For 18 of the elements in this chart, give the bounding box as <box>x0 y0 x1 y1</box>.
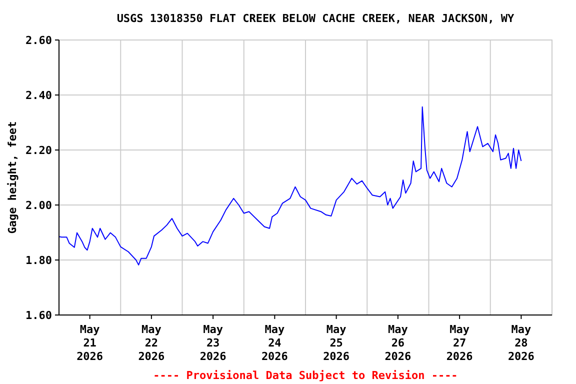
y-tick-label: 1.60 <box>26 308 52 322</box>
y-tick-label: 2.60 <box>26 34 52 47</box>
x-tick-label: May 23 2026 <box>200 323 227 363</box>
x-tick-label: May 27 2026 <box>446 323 474 363</box>
text: ---- Provisional Data Subject to Revision ---- <box>153 369 458 382</box>
x-tick-label: May 26 2026 <box>384 323 412 363</box>
chart-title: USGS 13018350 FLAT CREEK BELOW CACHE CREEK, NEAR JACKSON, WY <box>116 12 515 25</box>
y-tick-label: 2.00 <box>26 198 52 212</box>
y-tick-label: 1.80 <box>26 254 52 267</box>
x-tick-label: May 21 2026 <box>76 323 104 363</box>
x-tick-label: May 25 2026 <box>323 323 350 363</box>
y-axis-title: Gage height, feet <box>6 121 19 234</box>
x-tick-label: May 28 2026 <box>508 323 535 363</box>
line-series <box>58 106 522 266</box>
y-tick-label: 2.20 <box>26 144 52 157</box>
y-tick-label: 2.40 <box>26 88 52 102</box>
x-tick-label: May 22 2026 <box>138 323 166 363</box>
x-tick-label: May 24 2026 <box>261 323 288 363</box>
